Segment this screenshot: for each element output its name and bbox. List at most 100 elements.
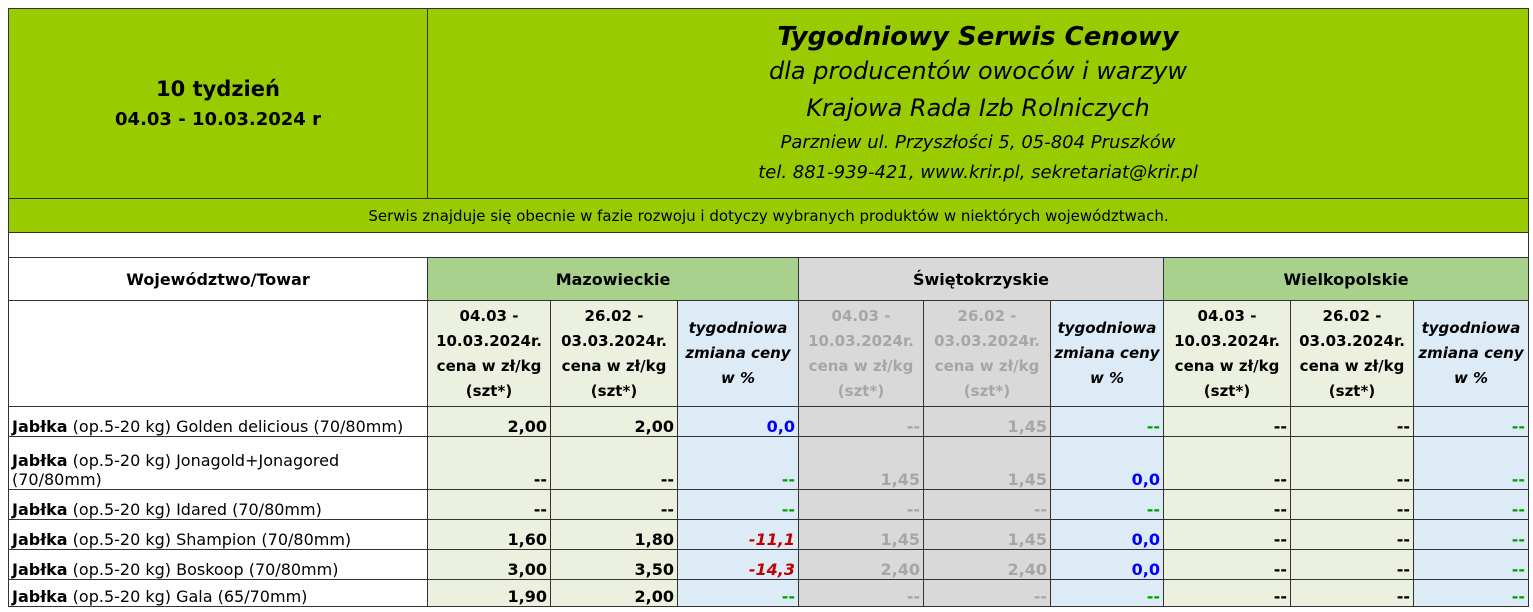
product-kind: Jabłka [12, 587, 68, 606]
data-row: Jabłka (op.5-20 kg) Idared (70/80mm) -- --… [8, 489, 1530, 520]
price-cell: -- [1163, 406, 1291, 437]
price-cell: 2,40 [798, 549, 924, 580]
region-header: Wielkopolskie [1162, 257, 1530, 301]
title-cell: Tygodniowy Serwis Cenowy dla producentów… [426, 8, 1530, 199]
price-cell: 1,60 [427, 519, 551, 550]
price-cell: -- [1163, 489, 1291, 520]
price-cell: -- [1290, 519, 1414, 550]
product-cell: Jabłka (op.5-20 kg) Gala (65/70mm) [8, 579, 428, 607]
price-cell: -- [1050, 579, 1164, 607]
price-cell: -- [798, 579, 924, 607]
price-cell: 1,45 [923, 436, 1051, 490]
price-cell: -- [1290, 549, 1414, 580]
price-cell: -- [1412, 579, 1530, 607]
price-cell: 1,80 [550, 519, 678, 550]
data-row: Jabłka (op.5-20 kg) Jonagold+Jonagored (… [8, 436, 1530, 490]
column-header: tygodniowa zmiana ceny w % [677, 300, 799, 407]
column-header: 04.03 - 10.03.2024r. cena w zł/kg (szt*) [1163, 300, 1291, 407]
column-header: tygodniowa zmiana ceny w % [1050, 300, 1164, 407]
price-cell: -- [677, 489, 799, 520]
price-cell: -- [427, 436, 551, 490]
region-header: Mazowieckie [427, 257, 799, 301]
data-row: Jabłka (op.5-20 kg) Golden delicious (70… [8, 406, 1530, 437]
product-kind: Jabłka [12, 560, 68, 579]
price-cell: -- [1412, 519, 1530, 550]
price-table: 10 tydzień 04.03 - 10.03.2024 r Tygodniow… [7, 8, 1530, 607]
price-cell: -- [1163, 549, 1291, 580]
price-cell: -- [1412, 406, 1530, 437]
data-row: Jabłka (op.5-20 kg) Shampion (70/80mm) 1,… [8, 519, 1530, 550]
org: Krajowa Rada Izb Rolniczych [806, 93, 1150, 122]
notice: Serwis znajduje się obecnie w fazie rozw… [7, 198, 1530, 233]
price-cell: 0,0 [1050, 436, 1164, 490]
price-cell: 0,0 [1050, 549, 1164, 580]
product-cell: Jabłka (op.5-20 kg) Boskoop (70/80mm) [8, 549, 428, 580]
product-cell: Jabłka (op.5-20 kg) Jonagold+Jonagored (… [8, 436, 428, 490]
data-row: Jabłka (op.5-20 kg) Boskoop (70/80mm) 3,0… [8, 549, 1530, 580]
price-cell: -- [1290, 436, 1414, 490]
column-header: 26.02 - 03.03.2024r. cena w zł/kg (szt*) [550, 300, 678, 407]
product-kind: Jabłka [12, 530, 68, 549]
price-cell: -- [1412, 549, 1530, 580]
product-detail: (op.5-20 kg) Idared (70/80mm) [67, 500, 322, 519]
price-cell: -- [550, 489, 678, 520]
price-cell: -- [1290, 579, 1414, 607]
column-header: 26.02 - 03.03.2024r. cena w zł/kg (szt*) [923, 300, 1051, 407]
price-cell: -- [1290, 406, 1414, 437]
product-cell: Jabłka (op.5-20 kg) Shampion (70/80mm) [8, 519, 428, 550]
price-cell: -- [1290, 489, 1414, 520]
price-cell: -- [677, 436, 799, 490]
blank-row [7, 232, 1530, 258]
price-cell: 1,45 [798, 436, 924, 490]
price-cell: -- [1163, 579, 1291, 607]
price-cell: 2,00 [550, 579, 678, 607]
column-header: 04.03 - 10.03.2024r. cena w zł/kg (szt*) [798, 300, 924, 407]
price-cell: -- [923, 489, 1051, 520]
price-cell: 3,50 [550, 549, 678, 580]
product-kind: Jabłka [12, 417, 68, 436]
price-cell: -- [1050, 489, 1164, 520]
price-cell: -- [798, 489, 924, 520]
price-cell: 2,00 [427, 406, 551, 437]
product-detail: (op.5-20 kg) Boskoop (70/80mm) [67, 560, 339, 579]
price-cell: 2,00 [550, 406, 678, 437]
product-kind: Jabłka [12, 451, 68, 470]
address: Parzniew ul. Przyszłości 5, 05-804 Prusz… [780, 131, 1176, 153]
product-cell: Jabłka (op.5-20 kg) Idared (70/80mm) [8, 489, 428, 520]
week: 10 tydzień [156, 77, 280, 101]
column-header: 04.03 - 10.03.2024r. cena w zł/kg (szt*) [427, 300, 551, 407]
price-cell: -11,1 [677, 519, 799, 550]
price-cell: 2,40 [923, 549, 1051, 580]
title: Tygodniowy Serwis Cenowy [777, 21, 1179, 52]
price-cell: -- [798, 406, 924, 437]
price-cell: -- [550, 436, 678, 490]
corner-blank [8, 300, 428, 407]
contact: tel. 881-939-421, www.krir.pl, sekretari… [758, 161, 1198, 183]
price-cell: -- [923, 579, 1051, 607]
column-header: 26.02 - 03.03.2024r. cena w zł/kg (szt*) [1290, 300, 1414, 407]
column-header: tygodniowa zmiana ceny w % [1412, 300, 1530, 407]
price-cell: -- [1050, 406, 1164, 437]
price-cell: 1,45 [923, 406, 1051, 437]
product-detail: (op.5-20 kg) Shampion (70/80mm) [67, 530, 352, 549]
data-row: Jabłka (op.5-20 kg) Gala (65/70mm) 1,90 2,… [8, 579, 1530, 607]
subtitle: dla producentów owoców i warzyw [768, 56, 1188, 85]
corner: Województwo/Towar [8, 257, 428, 301]
price-cell: -- [1163, 436, 1291, 490]
price-cell: 3,00 [427, 549, 551, 580]
price-cell: 0,0 [1050, 519, 1164, 550]
product-detail: (op.5-20 kg) Jonagold+Jonagored (70/80mm… [12, 451, 340, 489]
price-cell: -- [1412, 436, 1530, 490]
price-cell: 1,45 [923, 519, 1051, 550]
price-cell: 1,90 [427, 579, 551, 607]
price-cell: -14,3 [677, 549, 799, 580]
product-kind: Jabłka [12, 500, 68, 519]
region-header: Świętokrzyskie [798, 257, 1164, 301]
week-cell: 10 tydzień 04.03 - 10.03.2024 r [8, 8, 428, 199]
product-detail: (op.5-20 kg) Gala (65/70mm) [67, 587, 308, 606]
price-cell: -- [1412, 489, 1530, 520]
product-detail: (op.5-20 kg) Golden delicious (70/80mm) [67, 417, 404, 436]
price-cell: -- [427, 489, 551, 520]
dates: 04.03 - 10.03.2024 r [115, 109, 321, 130]
